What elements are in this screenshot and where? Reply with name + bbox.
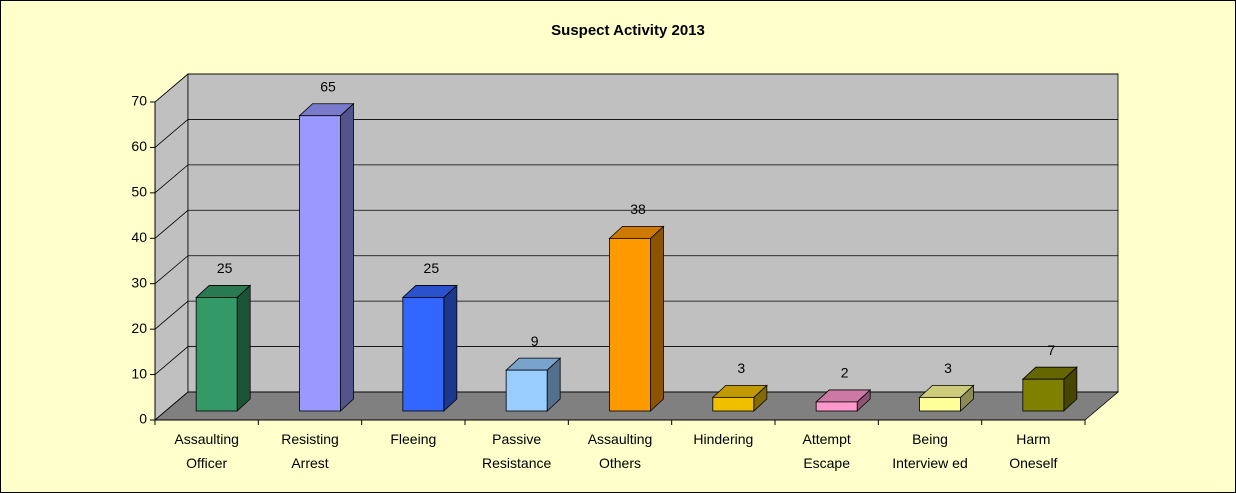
bar bbox=[195, 284, 252, 412]
grid-line bbox=[154, 119, 1118, 148]
bar-front bbox=[299, 115, 341, 412]
x-tick-label-line: Being bbox=[912, 431, 948, 447]
x-tick-label-line: Hindering bbox=[693, 431, 753, 447]
side-wall bbox=[154, 73, 189, 421]
x-tick-label: Assaulting Officer bbox=[174, 431, 239, 471]
bar-front bbox=[609, 237, 651, 412]
x-tick-label: Hindering bbox=[693, 431, 753, 447]
x-tick-label: Passive Resistance bbox=[482, 431, 551, 471]
x-tick-label: Resisting Arrest bbox=[281, 431, 339, 471]
x-tick-label: Harm Oneself bbox=[1009, 431, 1057, 471]
bar-front bbox=[1022, 378, 1065, 412]
y-tick-label: 50 bbox=[131, 184, 147, 200]
y-tick-label: 20 bbox=[131, 320, 147, 336]
value-label: 7 bbox=[1047, 342, 1055, 358]
grid-line bbox=[154, 300, 1118, 330]
bar-side bbox=[443, 284, 458, 412]
bar-side bbox=[650, 225, 664, 412]
grid-line bbox=[154, 391, 1118, 421]
value-label: 25 bbox=[217, 260, 233, 276]
x-tick-label-line: Interview ed bbox=[892, 455, 967, 471]
y-tick-label: 60 bbox=[131, 138, 147, 154]
bar bbox=[298, 102, 355, 412]
value-label: 65 bbox=[320, 78, 336, 94]
value-label: 25 bbox=[424, 260, 440, 276]
x-tick-label-line: Fleeing bbox=[390, 431, 436, 447]
grid-line bbox=[154, 255, 1118, 285]
value-label: 2 bbox=[841, 365, 849, 381]
x-tick-label-line: Harm bbox=[1016, 431, 1050, 447]
bar-front bbox=[195, 297, 238, 412]
grid-line bbox=[154, 164, 1118, 194]
y-tick-label: 0 bbox=[139, 411, 147, 427]
bar-side bbox=[340, 102, 354, 412]
value-label: 3 bbox=[944, 360, 952, 376]
y-tick-label: 40 bbox=[131, 229, 147, 245]
bar bbox=[918, 384, 975, 412]
bar-side bbox=[236, 284, 251, 412]
x-tick-label-line: Officer bbox=[186, 455, 227, 471]
x-tick-label: Attempt Escape bbox=[803, 431, 851, 471]
bar-front bbox=[712, 396, 755, 412]
x-tick-label-line: Attempt bbox=[803, 431, 851, 447]
bar-front bbox=[402, 297, 445, 412]
grid-line bbox=[154, 346, 1118, 375]
y-tick-label: 10 bbox=[131, 365, 147, 381]
x-tick-label-line: Arrest bbox=[291, 455, 328, 471]
x-tick-label-line: Escape bbox=[803, 455, 850, 471]
chart-title: Suspect Activity 2013 bbox=[551, 22, 705, 39]
x-tick-label: Being Interview ed bbox=[892, 431, 967, 471]
value-label: 9 bbox=[531, 333, 539, 349]
x-tick-label-line: Resisting bbox=[281, 431, 339, 447]
y-tick-label: 30 bbox=[131, 274, 147, 290]
grid-line bbox=[154, 209, 1118, 239]
x-tick-label-line: Oneself bbox=[1009, 455, 1057, 471]
x-tick-label-line: Others bbox=[599, 455, 641, 471]
y-tick-label: 70 bbox=[131, 93, 147, 109]
bar bbox=[815, 389, 872, 412]
bar-front bbox=[505, 369, 548, 412]
value-label: 38 bbox=[630, 201, 646, 217]
bar bbox=[505, 357, 562, 412]
x-tick-label-line: Assaulting bbox=[588, 431, 653, 447]
x-tick-label: Assaulting Others bbox=[588, 431, 653, 471]
x-tick-label: Fleeing bbox=[390, 431, 436, 447]
bar bbox=[401, 284, 458, 412]
value-label: 3 bbox=[737, 360, 745, 376]
bar-front bbox=[919, 396, 961, 412]
bar bbox=[608, 225, 665, 412]
x-tick-label-line: Resistance bbox=[482, 455, 551, 471]
x-tick-label-line: Assaulting bbox=[174, 431, 239, 447]
bar-front bbox=[815, 401, 858, 412]
grid-line bbox=[154, 73, 1118, 103]
bar bbox=[711, 384, 768, 412]
x-tick-label-line: Passive bbox=[492, 431, 541, 447]
bar bbox=[1021, 366, 1078, 412]
